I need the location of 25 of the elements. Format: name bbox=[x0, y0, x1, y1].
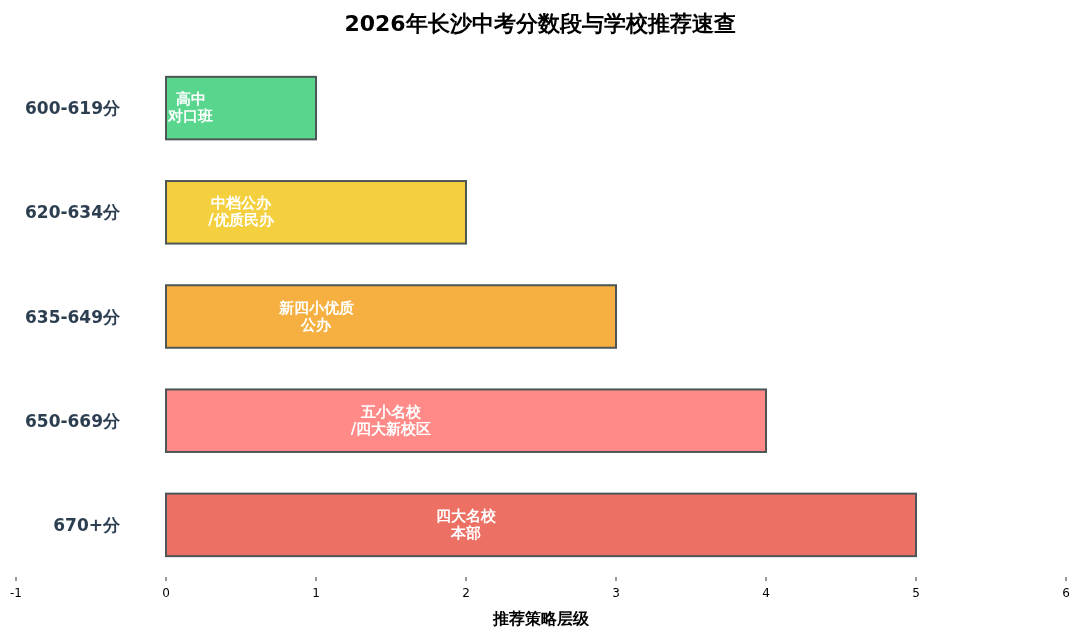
bar bbox=[165, 284, 617, 349]
data-label: 中档公办/优质民办 bbox=[208, 194, 275, 230]
x-tick-label: 4 bbox=[762, 586, 770, 600]
data-label: 四大名校本部 bbox=[436, 506, 497, 542]
bar bbox=[165, 492, 917, 558]
x-axis-title: 推荐策略层级 bbox=[492, 609, 590, 628]
y-tick-label: 620-634分 bbox=[24, 202, 121, 223]
chart-title: 2026年长沙中考分数段与学校推荐速查 bbox=[344, 11, 736, 36]
bar bbox=[165, 75, 317, 141]
x-tick-label: 6 bbox=[1062, 586, 1070, 600]
data-label: 五小名校/四大新校区 bbox=[350, 402, 432, 438]
data-label: 新四小优质公办 bbox=[277, 298, 354, 334]
x-tick-label: 0 bbox=[162, 586, 170, 600]
bar bbox=[165, 388, 767, 453]
x-tick-label: 5 bbox=[912, 586, 920, 600]
y-tick-label: 600-619分 bbox=[24, 98, 121, 119]
data-label: 高中对口班 bbox=[167, 90, 213, 126]
x-tick-label: -1 bbox=[10, 586, 22, 600]
y-tick-label: 635-649分 bbox=[24, 306, 121, 327]
x-tick-label: 3 bbox=[612, 586, 620, 600]
x-tick-label: 2 bbox=[462, 586, 470, 600]
bar bbox=[165, 180, 467, 245]
x-tick-label: 1 bbox=[312, 586, 320, 600]
y-tick-label: 650-669分 bbox=[24, 410, 121, 431]
y-tick-label: 670+分 bbox=[53, 514, 121, 535]
